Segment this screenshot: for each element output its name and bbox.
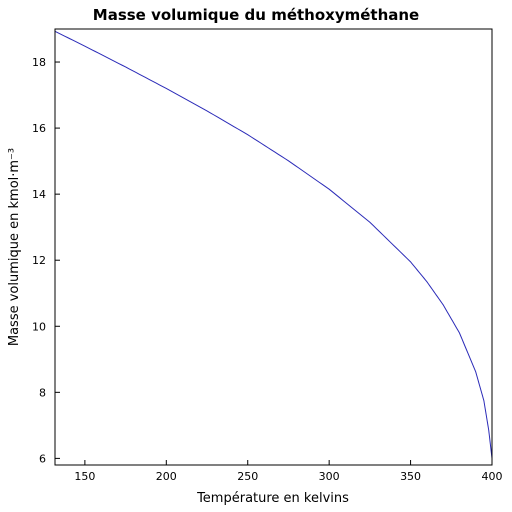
y-tick-label: 8 xyxy=(39,386,46,399)
x-tick-label: 250 xyxy=(237,470,258,483)
chart-title: Masse volumique du méthoxyméthane xyxy=(93,6,419,24)
y-axis: 6 8 10 12 14 16 18 xyxy=(32,56,60,465)
x-tick-label: 400 xyxy=(482,470,503,483)
x-tick-label: 350 xyxy=(400,470,421,483)
y-tick-label: 12 xyxy=(32,254,46,267)
plot-frame xyxy=(54,28,493,466)
y-tick-label: 16 xyxy=(32,122,46,135)
x-tick-label: 200 xyxy=(156,470,177,483)
y-axis-label: Masse volumique en kmol·m⁻³ xyxy=(7,148,22,346)
x-axis-label: Température en kelvins xyxy=(196,491,349,506)
x-tick-label: 150 xyxy=(74,470,95,483)
x-axis: 150 200 250 300 350 400 xyxy=(74,460,503,483)
x-tick-label: 300 xyxy=(319,470,340,483)
y-tick-label: 10 xyxy=(32,320,46,333)
y-tick-label: 6 xyxy=(39,452,46,465)
series-line xyxy=(54,30,493,459)
y-tick-label: 14 xyxy=(32,188,46,201)
plot-area xyxy=(54,30,493,459)
y-tick-label: 18 xyxy=(32,56,46,69)
